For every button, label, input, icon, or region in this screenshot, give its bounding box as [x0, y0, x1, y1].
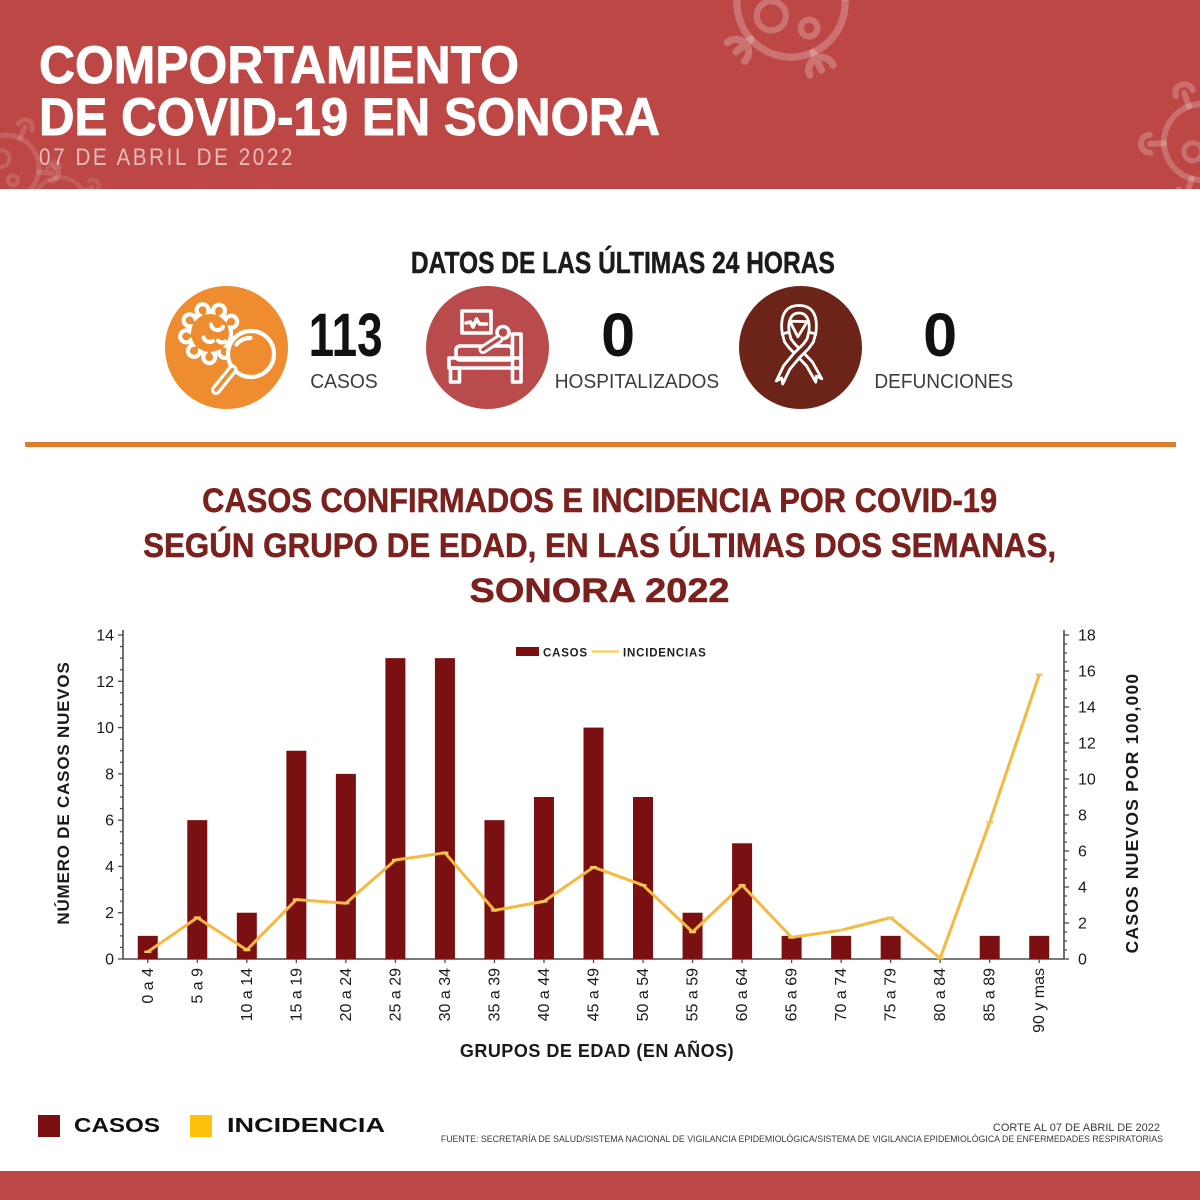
svg-text:16: 16: [1078, 664, 1096, 681]
svg-text:20 a 24: 20 a 24: [338, 968, 355, 1021]
svg-text:25 a 29: 25 a 29: [387, 968, 404, 1021]
svg-text:65 a 69: 65 a 69: [784, 968, 801, 1021]
svg-text:4: 4: [105, 859, 114, 876]
svg-text:14: 14: [96, 628, 114, 645]
svg-text:12: 12: [96, 674, 114, 691]
svg-text:2: 2: [1078, 916, 1087, 933]
svg-text:GRUPOS DE EDAD (EN AÑOS): GRUPOS DE EDAD (EN AÑOS): [460, 1040, 734, 1061]
svg-text:50 a 54: 50 a 54: [635, 968, 652, 1021]
svg-text:60 a 64: 60 a 64: [734, 968, 751, 1021]
svg-text:90 y mas: 90 y mas: [1031, 968, 1048, 1033]
svg-text:CASOS NUEVOS POR 100,000: CASOS NUEVOS POR 100,000: [1122, 673, 1142, 954]
svg-text:75 a 79: 75 a 79: [883, 968, 900, 1021]
svg-text:5 a 9: 5 a 9: [189, 968, 206, 1004]
svg-text:18: 18: [1078, 628, 1096, 645]
svg-text:40 a 44: 40 a 44: [536, 968, 553, 1021]
svg-text:35 a 39: 35 a 39: [486, 968, 503, 1021]
svg-text:70 a 74: 70 a 74: [833, 968, 850, 1021]
svg-text:CASOS: CASOS: [543, 648, 588, 660]
svg-text:0: 0: [105, 952, 114, 969]
svg-text:8: 8: [1078, 808, 1087, 825]
svg-text:10 a 14: 10 a 14: [239, 968, 256, 1021]
svg-text:6: 6: [105, 813, 114, 830]
svg-text:2: 2: [105, 905, 114, 922]
svg-text:12: 12: [1078, 736, 1096, 753]
svg-text:80 a 84: 80 a 84: [932, 968, 949, 1021]
svg-text:INCIDENCIAS: INCIDENCIAS: [623, 648, 707, 660]
svg-text:0 a 4: 0 a 4: [140, 968, 157, 1004]
svg-text:85 a 89: 85 a 89: [982, 968, 999, 1021]
svg-text:10: 10: [1078, 772, 1096, 789]
svg-text:15 a 19: 15 a 19: [288, 968, 305, 1021]
svg-text:14: 14: [1078, 700, 1096, 717]
svg-text:55 a 59: 55 a 59: [685, 968, 702, 1021]
svg-text:6: 6: [1078, 844, 1087, 861]
svg-text:8: 8: [105, 766, 114, 783]
svg-text:NÚMERO DE CASOS NUEVOS: NÚMERO DE CASOS NUEVOS: [54, 661, 73, 924]
svg-text:10: 10: [96, 720, 114, 737]
svg-text:4: 4: [1078, 880, 1087, 897]
svg-text:30 a 34: 30 a 34: [437, 968, 454, 1021]
svg-text:45 a 49: 45 a 49: [586, 968, 603, 1021]
svg-text:0: 0: [1078, 952, 1087, 969]
